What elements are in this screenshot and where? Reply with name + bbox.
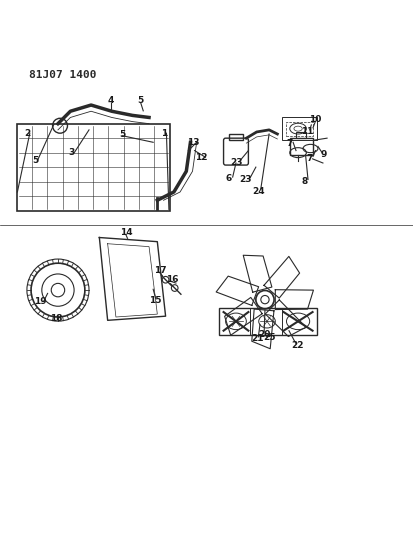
Text: 7: 7	[286, 139, 292, 148]
Bar	[295, 132, 306, 138]
Bar	[17, 124, 169, 211]
Text: 14: 14	[119, 228, 132, 237]
Text: 19: 19	[34, 297, 47, 306]
Text: 17: 17	[154, 266, 166, 275]
Text: 81J07 1400: 81J07 1400	[29, 70, 96, 80]
Text: 11: 11	[300, 127, 313, 136]
Bar	[289, 138, 312, 155]
Bar	[219, 308, 316, 335]
Text: 20: 20	[257, 330, 270, 340]
Text: 21: 21	[251, 334, 263, 343]
Text: 24: 24	[252, 187, 264, 196]
Text: 16: 16	[165, 275, 178, 284]
Text: 13: 13	[187, 138, 199, 147]
Text: 22: 22	[290, 341, 303, 350]
Bar	[228, 134, 243, 140]
Text: 15: 15	[149, 296, 161, 305]
Text: 9: 9	[320, 150, 326, 159]
Text: 2: 2	[24, 128, 30, 138]
Text: 1: 1	[160, 128, 167, 138]
Text: 23: 23	[230, 158, 242, 167]
Text: 12: 12	[194, 152, 206, 161]
Text: 10: 10	[309, 115, 321, 124]
Text: 25: 25	[262, 333, 275, 342]
Text: 8: 8	[301, 177, 307, 185]
Text: 6: 6	[225, 174, 232, 183]
Text: 4: 4	[107, 96, 114, 106]
Text: 18: 18	[50, 314, 62, 323]
Text: 7: 7	[306, 154, 312, 163]
Text: 23: 23	[239, 175, 252, 184]
Bar	[281, 117, 316, 140]
Bar	[285, 122, 312, 136]
Text: 5: 5	[137, 96, 144, 106]
Text: 3: 3	[68, 148, 75, 157]
Text: 5: 5	[119, 130, 125, 139]
Text: 5: 5	[32, 156, 39, 165]
